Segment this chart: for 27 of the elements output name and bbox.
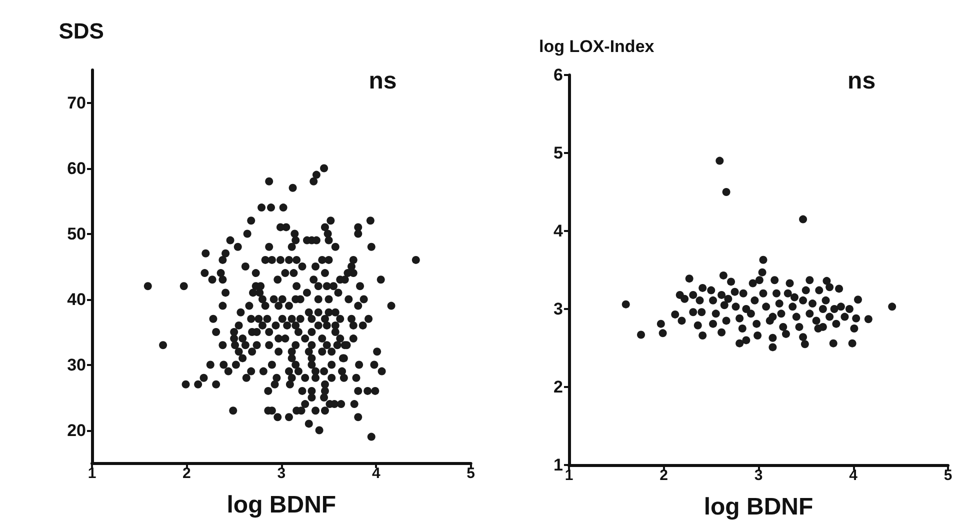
y-axis-title: SDS [58,18,104,44]
x-tick-label: 2 [660,467,668,484]
y-tick-label: 6 [554,66,563,84]
annotation: ns [368,68,397,95]
x-axis-title: log BDNF [704,494,814,520]
y-tick-label: 20 [67,420,86,440]
x-tick-label: 1 [88,465,96,482]
y-axis-title: log LOX-Index [539,37,655,56]
y-tick-label: 30 [67,355,86,374]
y-tick-label: 3 [554,300,563,318]
x-tick-label: 4 [372,465,381,482]
x-tick-label: 3 [754,467,763,484]
x-tick-label: 1 [564,467,574,484]
x-axis-title: log BDNF [226,492,336,518]
y-tick-label: 40 [67,290,86,309]
y-tick-label: 60 [67,158,86,178]
annotation: ns [848,68,876,95]
y-tick-label: 5 [554,144,563,162]
x-tick-label: 3 [277,465,286,482]
x-tick-label: 4 [849,467,858,484]
x-tick-label: 2 [182,465,191,482]
x-tick-label: 5 [944,467,952,484]
y-tick-label: 2 [554,378,563,396]
x-tick-label: 5 [466,465,475,482]
y-tick-label: 4 [554,222,564,240]
y-tick-label: 50 [67,224,86,244]
y-tick-label: 70 [67,93,86,112]
